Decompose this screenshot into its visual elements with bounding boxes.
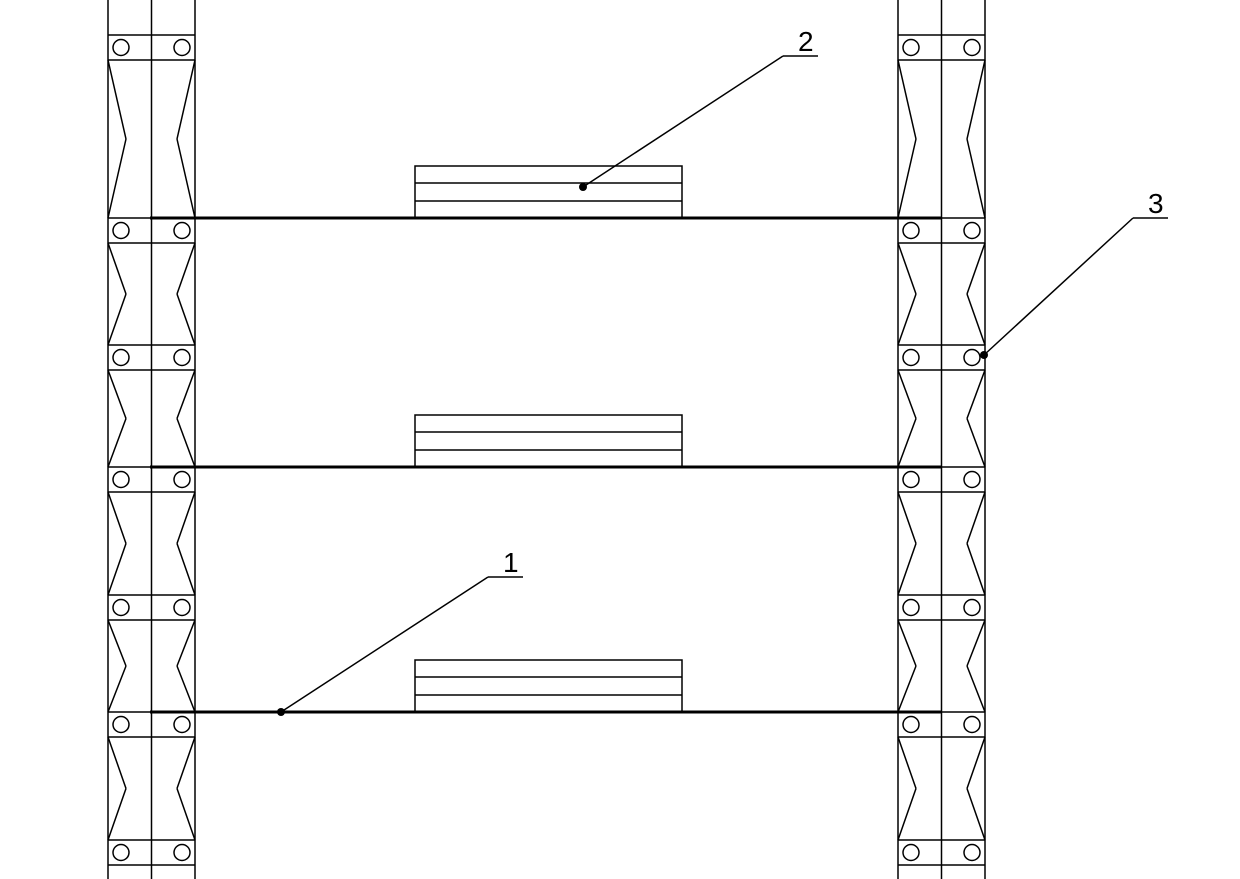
left-taper-line — [108, 544, 126, 596]
right-joint-circle — [964, 845, 980, 861]
right-joint-circle — [903, 40, 919, 56]
left-taper-line — [108, 60, 126, 139]
right-joint-circle — [964, 350, 980, 366]
right-joint-circle — [964, 40, 980, 56]
right-joint-circle — [964, 600, 980, 616]
left-joint-circle — [113, 40, 129, 56]
right-joint-circle — [964, 717, 980, 733]
label-text-2: 2 — [798, 26, 814, 57]
right-taper-line — [967, 419, 985, 468]
left-taper-line — [108, 620, 126, 666]
left-taper-line — [177, 620, 195, 666]
label-point-2 — [579, 183, 587, 191]
left-joint-circle — [174, 845, 190, 861]
left-taper-line — [177, 60, 195, 139]
right-taper-line — [967, 789, 985, 841]
left-joint-circle — [113, 472, 129, 488]
label-leader-line-3 — [984, 218, 1133, 355]
left-taper-line — [177, 294, 195, 345]
right-taper-line — [967, 492, 985, 544]
left-taper-line — [108, 139, 126, 218]
left-taper-line — [177, 419, 195, 468]
right-taper-line — [967, 370, 985, 419]
right-taper-line — [898, 492, 916, 544]
right-taper-line — [967, 620, 985, 666]
label-text-3: 3 — [1148, 188, 1164, 219]
label-point-3 — [980, 351, 988, 359]
right-taper-line — [898, 544, 916, 596]
technical-diagram: 1 2 3 — [0, 0, 1240, 879]
left-joint-circle — [174, 40, 190, 56]
right-taper-line — [967, 139, 985, 218]
label-leader-line-1 — [281, 577, 488, 712]
left-joint-circle — [113, 600, 129, 616]
left-taper-line — [177, 737, 195, 789]
right-joint-circle — [903, 717, 919, 733]
right-joint-circle — [964, 472, 980, 488]
right-taper-line — [967, 666, 985, 712]
right-taper-line — [898, 666, 916, 712]
left-taper-line — [108, 294, 126, 345]
right-taper-line — [898, 789, 916, 841]
right-taper-line — [898, 294, 916, 345]
right-joint-circle — [903, 350, 919, 366]
right-taper-line — [967, 544, 985, 596]
center-block-2 — [415, 415, 682, 467]
right-joint-circle — [903, 600, 919, 616]
left-taper-line — [108, 789, 126, 841]
left-joint-circle — [113, 350, 129, 366]
right-joint-circle — [903, 845, 919, 861]
right-taper-line — [898, 370, 916, 419]
right-taper-line — [967, 60, 985, 139]
right-taper-line — [898, 419, 916, 468]
left-taper-line — [177, 243, 195, 294]
right-taper-line — [967, 294, 985, 345]
right-taper-line — [898, 737, 916, 789]
left-joint-circle — [174, 600, 190, 616]
left-joint-circle — [113, 845, 129, 861]
right-taper-line — [967, 243, 985, 294]
label-text-1: 1 — [503, 547, 519, 578]
left-taper-line — [177, 789, 195, 841]
left-taper-line — [108, 666, 126, 712]
left-taper-line — [177, 492, 195, 544]
center-block-1 — [415, 166, 682, 218]
right-joint-circle — [903, 223, 919, 239]
left-taper-line — [177, 139, 195, 218]
left-joint-circle — [174, 472, 190, 488]
right-taper-line — [898, 60, 916, 139]
diagram-svg: 1 2 3 — [0, 0, 1240, 879]
right-taper-line — [898, 620, 916, 666]
label-point-1 — [277, 708, 285, 716]
left-joint-circle — [174, 223, 190, 239]
right-joint-circle — [903, 472, 919, 488]
right-joint-circle — [964, 223, 980, 239]
center-block-3 — [415, 660, 682, 712]
left-taper-line — [108, 419, 126, 468]
right-taper-line — [967, 737, 985, 789]
right-taper-line — [898, 243, 916, 294]
right-taper-line — [898, 139, 916, 218]
left-taper-line — [108, 370, 126, 419]
left-joint-circle — [174, 350, 190, 366]
left-joint-circle — [113, 717, 129, 733]
left-taper-line — [108, 737, 126, 789]
left-joint-circle — [174, 717, 190, 733]
left-taper-line — [177, 666, 195, 712]
left-taper-line — [108, 492, 126, 544]
left-taper-line — [177, 370, 195, 419]
left-joint-circle — [113, 223, 129, 239]
label-leader-line-2 — [583, 56, 783, 187]
left-taper-line — [108, 243, 126, 294]
left-taper-line — [177, 544, 195, 596]
